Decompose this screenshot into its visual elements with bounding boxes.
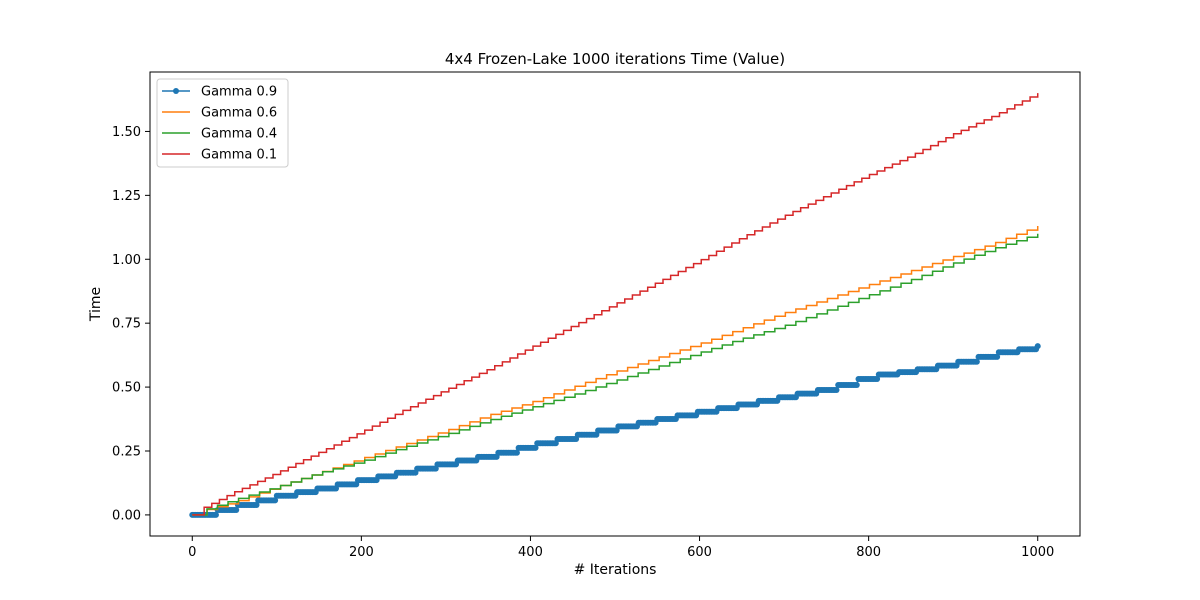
data-point [1034, 343, 1041, 350]
legend-label-gamma-0-4: Gamma 0.4 [201, 127, 277, 142]
x-tick-label: 400 [518, 545, 543, 560]
x-tick-label: 1000 [1021, 545, 1054, 560]
x-axis: 0 200 400 600 800 1000 [188, 536, 1054, 560]
chart-title: 4x4 Frozen-Lake 1000 iterations Time (Va… [445, 50, 785, 68]
x-axis-label: # Iterations [574, 562, 657, 578]
data-point [833, 386, 840, 393]
y-tick-label: 1.25 [112, 189, 141, 204]
y-tick-label: 0.25 [112, 444, 141, 459]
y-tick-label: 1.50 [112, 125, 141, 140]
y-tick-label: 0.50 [112, 381, 141, 396]
y-axis: 0.00 0.25 0.50 0.75 1.00 1.25 1.50 [112, 125, 150, 523]
data-point [513, 449, 520, 456]
legend-label-gamma-0-1: Gamma 0.1 [201, 148, 277, 163]
series-line-gamma-0-1 [192, 93, 1039, 516]
series-markers-gamma-0-9 [189, 343, 1041, 518]
data-point [272, 497, 279, 504]
y-tick-label: 0.75 [112, 317, 141, 332]
series-line-gamma-0-6 [192, 226, 1039, 516]
x-tick-label: 800 [856, 545, 881, 560]
data-point [532, 444, 539, 451]
legend-label-gamma-0-9: Gamma 0.9 [201, 85, 277, 100]
y-tick-label: 1.00 [112, 253, 141, 268]
data-point [253, 502, 260, 509]
legend: Gamma 0.9 Gamma 0.6 Gamma 0.4 Gamma 0.1 [156, 78, 289, 168]
data-point [212, 511, 219, 518]
legend-frame [156, 78, 289, 168]
x-tick-label: 600 [687, 545, 712, 560]
data-point [853, 382, 860, 389]
data-point [994, 353, 1001, 360]
series-line-gamma-0-4 [192, 233, 1039, 516]
x-tick-label: 200 [349, 545, 374, 560]
y-tick-label: 0.00 [112, 508, 141, 523]
legend-label-gamma-0-6: Gamma 0.6 [201, 106, 277, 121]
plot-area [189, 93, 1041, 518]
x-tick-label: 0 [188, 545, 196, 560]
data-point [233, 507, 240, 513]
legend-marker-gamma-0-9 [173, 88, 179, 94]
y-axis-label: Time [88, 287, 104, 322]
plot-frame [149, 71, 1081, 537]
data-point [973, 358, 980, 365]
